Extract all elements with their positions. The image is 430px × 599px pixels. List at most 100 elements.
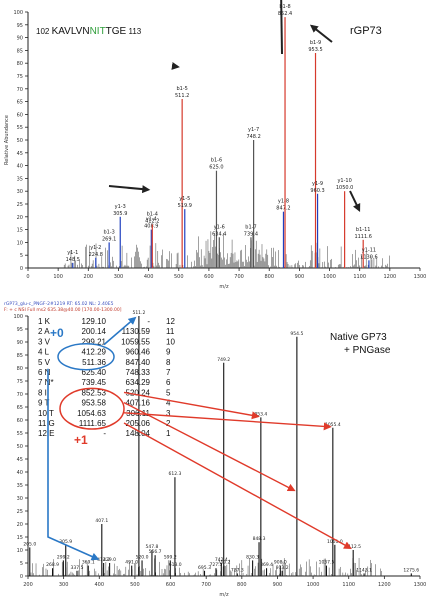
fragment-residue: 9 T — [38, 399, 50, 408]
fragment-residue: 12 E — [38, 429, 54, 438]
x-tick-label: 1100 — [353, 274, 366, 280]
pointer-arrow — [280, 0, 283, 55]
x-axis-title: m/z — [219, 592, 229, 598]
peak-mz-label: 369.1 — [82, 560, 95, 566]
peak-mz-label: 268.9 — [46, 562, 59, 568]
x-tick-label: 500 — [130, 582, 140, 588]
fragment-residue: 1 K — [38, 317, 51, 326]
peak-mz-label: 749.2 — [217, 357, 230, 363]
x-tick-label: 100 — [53, 274, 63, 280]
sequence-part: KAVLVN — [52, 26, 90, 37]
top-spectrum-chart: 0 5 10 15 20 25 30 35 40 45 50 55 60 65 70 75 80 85 90 95 10… — [4, 0, 426, 290]
peak-mz-label: 739.4 — [244, 231, 258, 237]
sequence-part: 113 — [126, 27, 142, 36]
peak-mz-label: 954.5 — [290, 331, 303, 337]
peak-ion-label: y1-4 — [146, 217, 157, 223]
peak-mz-label: 1143.1 — [356, 567, 372, 573]
fragment-index: 10 — [166, 337, 175, 346]
y-tick-label: 60 — [17, 418, 23, 424]
peak-mz-label: 148.5 — [66, 257, 80, 263]
y-tick-label: 70 — [17, 87, 23, 93]
raw-header-line2: F: + c NSI Full ms2 635.38@40.00 [170.00… — [4, 307, 122, 313]
y-tick-label: 45 — [17, 457, 23, 463]
y-tick-label: 45 — [17, 151, 23, 157]
spectrum-title-line1: Native GP73 — [330, 332, 387, 343]
peak-ion-label: b1-4 — [147, 211, 158, 217]
fragment-y-ion: 1059.55 — [121, 337, 150, 346]
fragment-index: 1 — [166, 429, 171, 438]
peak-mz-label: 519.9 — [178, 203, 192, 209]
peak-mz-label: 1061.0 — [327, 539, 343, 545]
x-tick-label: 1200 — [383, 274, 396, 280]
fragment-b-ion: 625.40 — [82, 368, 107, 377]
blue-ellipse — [57, 342, 115, 371]
peak-ion-label: y1-11 — [362, 247, 376, 253]
peak-mz-label: 547.8 — [145, 544, 158, 550]
peak-mz-label: 852.4 — [278, 11, 292, 17]
y-tick-label: 50 — [17, 138, 23, 144]
peak-ion-label: y1-8 — [278, 199, 289, 205]
fragment-y-ion: 634.29 — [126, 378, 151, 387]
fragment-index: 11 — [166, 327, 175, 336]
x-tick-label: 600 — [166, 582, 176, 588]
fragment-b-ion: 412.29 — [82, 348, 107, 357]
pointer-arrow — [171, 62, 180, 70]
peak-mz-label: 848.3 — [253, 536, 266, 542]
peak-mz-label: 727.5 — [210, 562, 223, 568]
fragment-index: 8 — [166, 358, 171, 367]
y-tick-label: 70 — [17, 392, 23, 398]
peak-mz-label: 269.1 — [102, 236, 116, 242]
fragment-index: 12 — [166, 317, 175, 326]
peak-ion-label: y1-9 — [312, 181, 323, 187]
sequence-part: TGE — [106, 26, 127, 37]
peak-mz-label: 908.0 — [274, 560, 287, 566]
red-ellipse — [59, 387, 125, 430]
fragment-index: 5 — [166, 388, 171, 397]
peak-mz-label: 742.4 — [215, 557, 228, 563]
y-tick-label: 100 — [13, 10, 23, 16]
y-tick-label: 10 — [17, 240, 23, 246]
fragment-y-ion: 748.33 — [126, 368, 151, 377]
fragment-b-ion: 200.14 — [82, 327, 107, 336]
peak-ion-label: y1-7 — [248, 127, 259, 133]
x-tick-label: 400 — [144, 274, 154, 280]
peak-mz-label: 1275.6 — [403, 567, 419, 573]
peak-ion-label: b1-8 — [279, 4, 290, 10]
fragment-residue: 6 N — [38, 368, 51, 377]
peak-mz-label: 412.2 — [97, 557, 110, 563]
fragment-b-ion: 953.58 — [82, 399, 107, 408]
peak-mz-label: 748.2 — [246, 134, 260, 140]
fragment-residue: 11 G — [38, 419, 55, 428]
red-arrow — [123, 412, 332, 431]
x-tick-label: 1300 — [414, 582, 427, 588]
x-tick-label: 1200 — [378, 582, 391, 588]
top-spectrum-panel: 0 5 10 15 20 25 30 35 40 45 50 55 60 65 70 75 80 85 90 95 10… — [4, 0, 426, 290]
y-tick-label: 60 — [17, 112, 23, 118]
peak-mz-label: 1130.6 — [360, 254, 378, 260]
peak-mz-label: 1112.5 — [345, 544, 361, 550]
y-tick-label: 20 — [17, 215, 23, 221]
fragment-b-ion: 299.21 — [82, 337, 107, 346]
fragment-residue: 10 T — [38, 409, 54, 418]
peak-ion-label: b1-3 — [103, 229, 114, 235]
blue-arrow — [103, 316, 137, 346]
fragment-index: 3 — [166, 409, 171, 418]
y-tick-label: 65 — [17, 100, 23, 106]
y-tick-label: 0 — [20, 574, 23, 580]
y-tick-label: 55 — [17, 125, 23, 131]
y-tick-label: 15 — [17, 535, 23, 541]
bottom-spectrum-panel: rGP73_glu-c_PNGF-2#1219 RT: 65.02 NL: 2.… — [0, 300, 430, 599]
y-tick-label: 80 — [17, 61, 23, 67]
y-tick-label: 40 — [17, 470, 23, 476]
peak-mz-label: 1037.5 — [319, 560, 335, 566]
peak-mz-label: 412.2 — [145, 218, 159, 224]
fragment-residue: 7 N* — [38, 378, 54, 387]
annotation-plus1: +1 — [74, 433, 88, 447]
peak-mz-label: 408.9 — [144, 224, 158, 230]
pointer-arrow — [108, 185, 151, 194]
y-tick-label: 5 — [20, 253, 23, 259]
y-tick-label: 20 — [17, 522, 23, 528]
peak-mz-label: 511.2 — [132, 310, 145, 316]
x-tick-label: 300 — [114, 274, 124, 280]
blue-arrow — [47, 368, 100, 561]
